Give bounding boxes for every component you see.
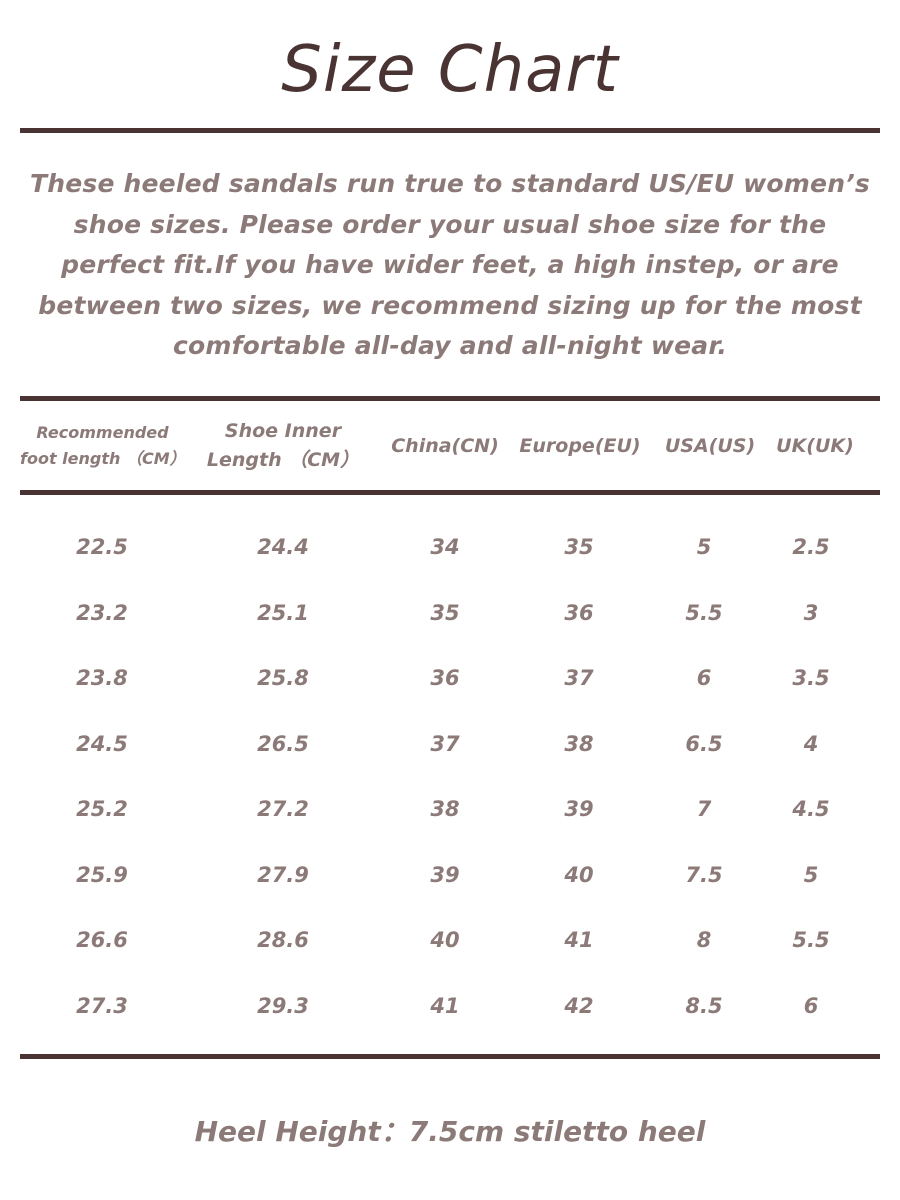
eu-size-cell: 42 xyxy=(564,993,594,1018)
inner-length-cell: 29.3 xyxy=(257,993,309,1018)
eu-size-cell: 35 xyxy=(564,535,594,559)
us-size-cell: 6.5 xyxy=(685,731,723,756)
table-row: 23.8 25.8 36 37 6 3.5 xyxy=(20,646,880,712)
uk-size-cell: 3.5 xyxy=(792,666,830,690)
foot-length-cell: 23.8 xyxy=(76,666,128,690)
table-row: 25.2 27.2 38 39 7 4.5 xyxy=(20,777,880,843)
uk-size-cell: 5.5 xyxy=(792,928,830,952)
inner-length-cell: 24.4 xyxy=(257,535,309,559)
cn-size-cell: 34 xyxy=(430,535,460,559)
us-size-cell: 6 xyxy=(696,666,712,690)
foot-length-cell: 27.3 xyxy=(76,993,128,1018)
inner-length-cell: 27.9 xyxy=(257,862,309,887)
eu-size-cell: 38 xyxy=(564,731,594,756)
header-foot-length: Recommended foot length （CM） xyxy=(20,423,186,468)
table-bottom-divider xyxy=(20,1054,880,1059)
foot-length-cell: 22.5 xyxy=(76,535,128,559)
foot-length-cell: 25.9 xyxy=(76,862,128,887)
table-top-divider xyxy=(20,396,880,401)
us-size-cell: 7.5 xyxy=(685,862,723,887)
cn-size-cell: 41 xyxy=(430,993,460,1018)
table-row: 27.3 29.3 41 42 8.5 6 xyxy=(20,974,880,1040)
table-row: 24.5 26.5 37 38 6.5 4 xyxy=(20,712,880,778)
us-size-cell: 8 xyxy=(696,928,712,952)
eu-size-cell: 36 xyxy=(564,600,594,625)
uk-size-cell: 4.5 xyxy=(792,797,830,821)
us-size-cell: 8.5 xyxy=(685,993,723,1018)
eu-size-cell: 37 xyxy=(564,666,594,690)
uk-size-cell: 2.5 xyxy=(792,535,830,559)
table-row: 26.6 28.6 40 41 8 5.5 xyxy=(20,908,880,974)
table-row: 25.9 27.9 39 40 7.5 5 xyxy=(20,843,880,909)
uk-size-cell: 6 xyxy=(803,993,819,1018)
uk-size-cell: 3 xyxy=(803,600,819,625)
inner-length-cell: 25.1 xyxy=(257,600,309,625)
inner-length-cell: 25.8 xyxy=(257,666,309,690)
title-divider xyxy=(20,128,880,133)
cn-size-cell: 40 xyxy=(430,928,460,952)
inner-length-cell: 27.2 xyxy=(257,797,309,821)
table-header-divider xyxy=(20,490,880,495)
us-size-cell: 5 xyxy=(696,535,712,559)
foot-length-cell: 23.2 xyxy=(76,600,128,625)
header-uk: UK(UK) xyxy=(776,435,854,457)
uk-size-cell: 5 xyxy=(803,862,819,887)
cn-size-cell: 37 xyxy=(430,731,460,756)
table-row: 23.2 25.1 35 36 5.5 3 xyxy=(20,581,880,647)
cn-size-cell: 39 xyxy=(430,862,460,887)
page-title: Size Chart xyxy=(281,33,619,107)
foot-length-cell: 25.2 xyxy=(76,797,128,821)
sizing-description: These heeled sandals run true to standar… xyxy=(29,169,870,360)
header-europe: Europe(EU) xyxy=(519,435,641,457)
us-size-cell: 7 xyxy=(696,797,712,821)
cn-size-cell: 35 xyxy=(430,600,460,625)
table-row: 22.5 24.4 34 35 5 2.5 xyxy=(20,515,880,581)
table-header-row: Recommended foot length （CM） Shoe Inner … xyxy=(20,402,880,490)
uk-size-cell: 4 xyxy=(803,731,819,756)
header-china: China(CN) xyxy=(391,435,499,457)
heel-height-note: Heel Height：7.5cm stiletto heel xyxy=(194,1115,706,1148)
eu-size-cell: 40 xyxy=(564,862,594,887)
foot-length-cell: 26.6 xyxy=(76,928,128,952)
header-usa: USA(US) xyxy=(664,435,756,457)
size-table-body: 22.5 24.4 34 35 5 2.5 23.2 25.1 35 36 5.… xyxy=(20,515,880,1039)
inner-length-cell: 26.5 xyxy=(257,731,309,756)
cn-size-cell: 38 xyxy=(430,797,460,821)
foot-length-cell: 24.5 xyxy=(76,731,128,756)
cn-size-cell: 36 xyxy=(430,666,460,690)
us-size-cell: 5.5 xyxy=(685,600,723,625)
inner-length-cell: 28.6 xyxy=(257,928,309,952)
eu-size-cell: 41 xyxy=(564,928,594,952)
header-inner-length: Shoe Inner Length （CM） xyxy=(206,420,360,471)
eu-size-cell: 39 xyxy=(564,797,594,821)
